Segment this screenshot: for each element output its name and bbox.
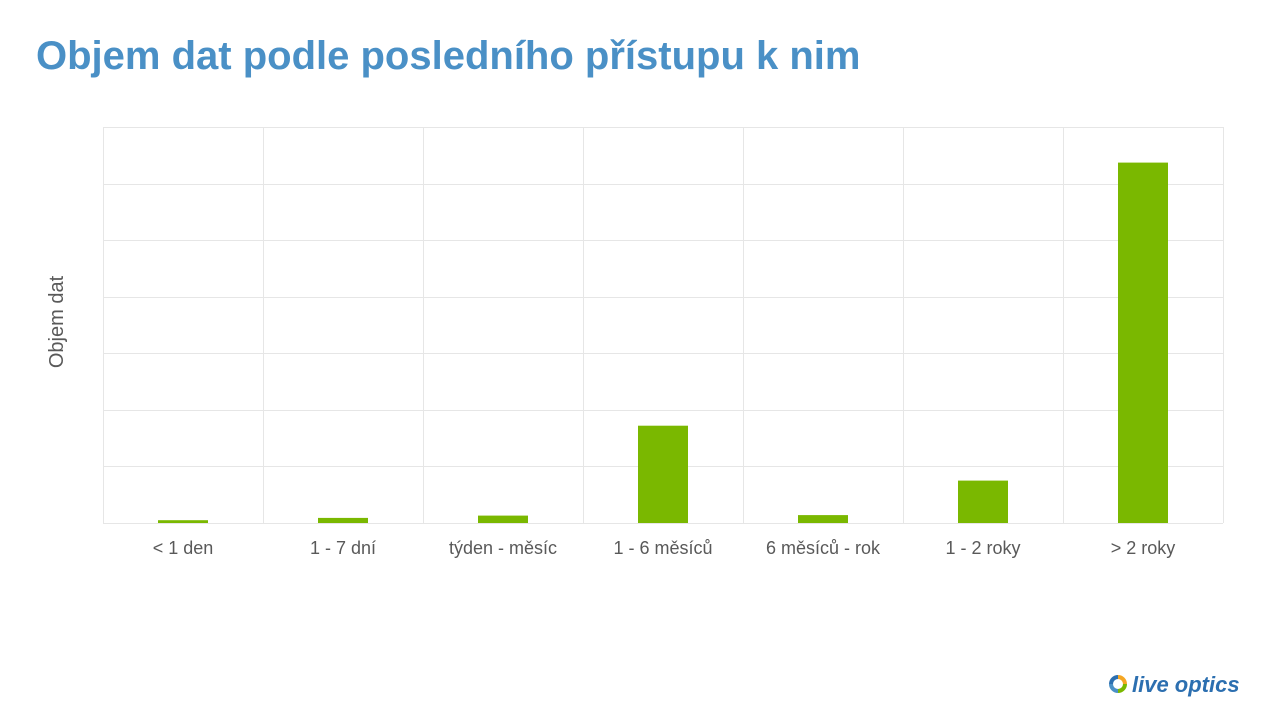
live-optics-aperture-icon xyxy=(1109,675,1127,693)
live-optics-logo-text: live optics xyxy=(1132,672,1240,697)
bar-2 xyxy=(318,517,368,523)
live-optics-logo: live optics xyxy=(1109,672,1240,697)
bar-4 xyxy=(638,425,688,523)
bar-5 xyxy=(798,515,848,523)
bar-7 xyxy=(1118,162,1168,523)
bar-6 xyxy=(958,480,1008,523)
bar-1 xyxy=(158,520,208,523)
bar-3 xyxy=(478,515,528,523)
x-tick-label: < 1 den xyxy=(153,538,214,558)
x-tick-label: 6 měsíců - rok xyxy=(766,538,881,558)
x-tick-label: týden - měsíc xyxy=(449,538,557,558)
chart-bars xyxy=(158,162,1168,523)
page-title: Objem dat podle posledního přístupu k ni… xyxy=(36,34,861,78)
y-axis-label: Objem dat xyxy=(46,275,68,368)
x-tick-label: 1 - 2 roky xyxy=(945,538,1020,558)
x-tick-label: 1 - 6 měsíců xyxy=(613,538,712,558)
x-tick-label: > 2 roky xyxy=(1111,538,1176,558)
x-tick-label: 1 - 7 dní xyxy=(310,538,376,558)
chart-x-tick-labels: < 1 den 1 - 7 dní týden - měsíc 1 - 6 měsíc… xyxy=(153,538,1176,558)
